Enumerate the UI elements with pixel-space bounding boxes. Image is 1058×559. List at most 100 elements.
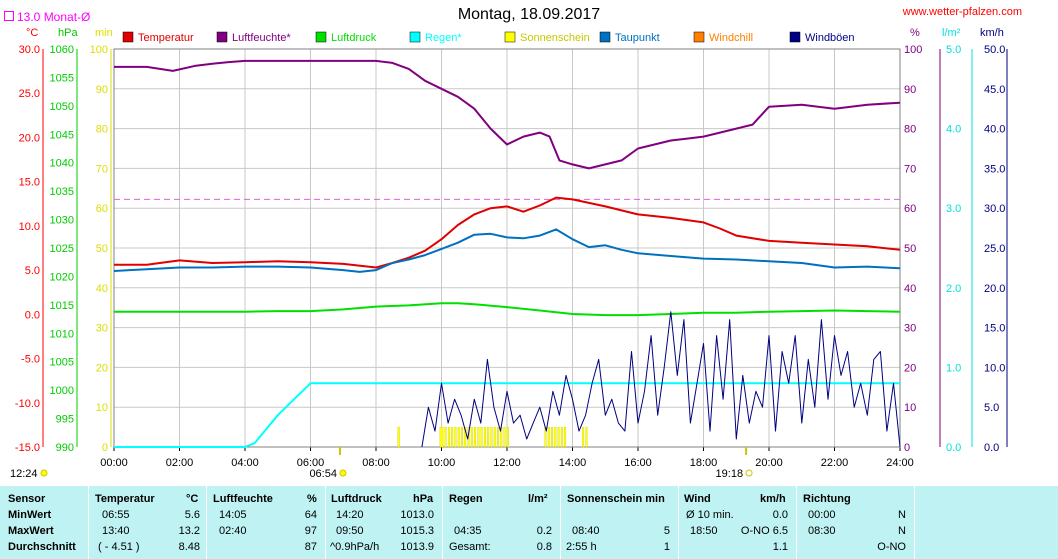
y-axis-unit-humidity: % [910,27,920,39]
sunset-icon [745,469,753,477]
stats-header-wind-unit: km/h [760,493,786,505]
legend-swatch [122,31,134,43]
stats-header-rain-unit: l/m² [528,493,548,505]
y-tick-label-wind: 40.0 [984,124,1005,136]
y-tick-label-humidity: 50 [904,243,916,255]
x-tick-label: 10:00 [428,457,456,469]
y-tick-label-wind: 20.0 [984,283,1005,295]
y-tick-label-sunshine: 10 [96,402,108,414]
sunshine-bar [477,426,480,448]
y-tick-label-sunshine: 80 [96,124,108,136]
stats-wind-value: 1.1 [772,541,788,553]
y-tick-label-sunshine: 60 [96,203,108,215]
stats-temp-value: 13.2 [178,525,200,537]
y-axis-unit-temp: °C [26,27,38,39]
stats-separator [442,486,443,559]
y-tick-label-wind: 5.0 [984,402,999,414]
stats-wind-value: 0.0 [772,509,788,521]
y-tick-label-pressure: 1035 [50,186,74,198]
y-tick-label-temp: 30.0 [19,44,40,56]
legend-swatch [216,31,228,43]
y-tick-label-sunshine: 90 [96,84,108,96]
y-tick-label-temp: 5.0 [25,265,40,277]
stats-header-hum-unit: % [307,493,317,505]
stats-wind-time: Ø 10 min. [686,509,734,521]
stats-press-value: 1015.3 [400,525,434,537]
y-tick-label-rain: 3.0 [946,203,961,215]
sunshine-bar [503,426,506,448]
y-axis-unit-wind: km/h [980,27,1004,39]
y-tick-label-temp: -10.0 [15,398,40,410]
stats-header-press-unit: hPa [413,493,434,505]
chart-title: Montag, 18.09.2017 [457,6,601,23]
y-tick-label-pressure: 1020 [50,271,74,283]
legend-swatch [789,31,801,43]
y-tick-label-wind: 50.0 [984,44,1005,56]
y-tick-label-pressure: 1030 [50,215,74,227]
stats-separator [88,486,89,559]
sunshine-bar [447,426,450,448]
sunset-time: 19:18 [716,468,744,480]
stats-header-dir: Richtung [803,493,851,505]
y-tick-label-humidity: 90 [904,84,916,96]
y-tick-label-temp: -15.0 [15,442,40,454]
y-tick-label-rain: 4.0 [946,124,961,136]
stats-row-label: MaxWert [8,525,54,537]
stats-header-temp-unit: °C [186,493,199,505]
sunshine-bar [493,426,496,448]
stats-dir-value: O-NO [877,541,906,553]
square-icon [4,11,14,21]
sunshine-bar [551,426,554,448]
sunshine-bar [454,426,457,448]
sunshine-bar [480,426,483,448]
site-link[interactable]: www.wetter-pfalzen.com [902,6,1022,18]
stats-temp-time: ( - 4.51 ) [98,541,140,553]
sunshine-bar [560,426,563,448]
legend-item: Windböen [805,32,855,44]
sunshine-bar [483,426,486,448]
stats-header-press: Luftdruck [331,493,382,505]
legend-item: Luftdruck [331,32,377,44]
y-tick-label-pressure: 1040 [50,158,74,170]
sunshine-bar [457,426,460,448]
sunshine-bar [439,426,444,448]
y-tick-label-wind: 25.0 [984,243,1005,255]
stats-row-label: Durchschnitt [8,541,76,553]
stats-dir-time: 00:00 [808,509,836,521]
stats-sun-value: 5 [663,525,670,537]
legend-item: Taupunkt [615,32,660,44]
legend-swatch [504,31,516,43]
sunshine-bar [585,426,588,448]
series-line-temperatur [114,196,901,269]
x-tick-label: 24:00 [886,457,914,469]
x-tick-label: 08:00 [362,457,390,469]
bottom-left-time: 12:24 [10,468,38,480]
legend-swatch [315,31,327,43]
y-tick-label-rain: 2.0 [946,283,961,295]
y-tick-label-humidity: 20 [904,362,916,374]
sunshine-bar [506,426,509,448]
stats-hum-value: 64 [304,509,317,521]
sunshine-bar [464,426,467,448]
y-tick-label-humidity: 40 [904,283,916,295]
monthly-average-text: 13.0 Monat-Ø [17,10,91,24]
x-tick-label: 20:00 [755,457,783,469]
stats-separator [325,486,326,559]
y-tick-label-humidity: 30 [904,323,916,335]
monthly-average-label: 13.0 Monat-Ø [4,10,90,24]
stats-temp-value: 8.48 [178,541,200,553]
sunshine-bar [451,426,454,448]
y-tick-label-rain: 0.0 [946,442,961,454]
series-line-regen [114,382,900,448]
stats-press-time: 14:20 [336,509,364,521]
y-tick-label-rain: 1.0 [946,362,961,374]
legend-item: Regen* [425,32,462,44]
x-tick-label: 14:00 [559,457,587,469]
y-tick-label-pressure: 1050 [50,101,74,113]
sunshine-bar [474,426,477,448]
y-axis-unit-pressure: hPa [58,27,78,39]
series-line-windböen [421,311,901,448]
series-line-luftfeuchte [114,59,901,170]
x-tick-label: 12:00 [493,457,521,469]
y-tick-label-temp: 15.0 [19,177,40,189]
